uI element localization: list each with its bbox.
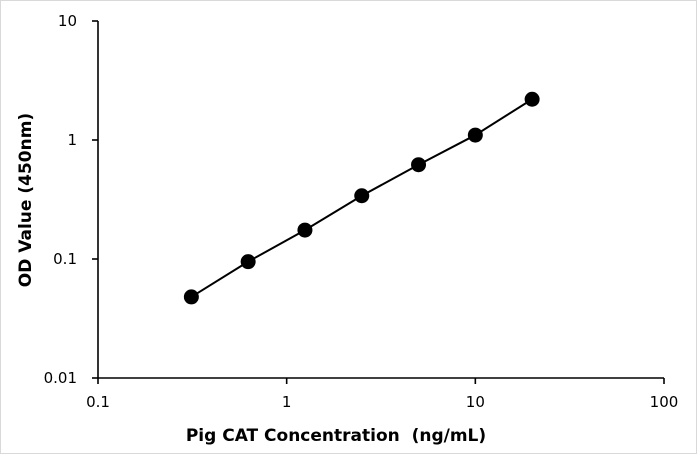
data-point: [183, 289, 199, 305]
axes: [97, 21, 664, 379]
data-point: [354, 188, 370, 204]
x-tick-label: 1: [282, 393, 292, 411]
data-point: [467, 127, 483, 143]
data-point: [411, 157, 427, 173]
data-point: [524, 91, 540, 107]
x-tick-label: 10: [466, 393, 485, 411]
x-axis-title: Pig CAT Concentration (ng/mL): [186, 426, 486, 446]
x-tick-label: 100: [650, 393, 679, 411]
data-series: [183, 91, 540, 305]
y-tick-label: 0.1: [53, 250, 77, 268]
x-tick-label: 0.1: [86, 393, 110, 411]
tick-marks: [92, 20, 665, 384]
data-point: [297, 222, 313, 238]
y-axis-title: OD Value (450nm): [16, 113, 36, 287]
data-point: [240, 254, 256, 270]
y-tick-label: 10: [58, 12, 77, 30]
y-tick-label: 1: [67, 131, 77, 149]
y-tick-label: 0.01: [44, 369, 77, 387]
tick-labels: 0.1 1 10 100 0.01 0.1 1 10: [44, 12, 679, 411]
